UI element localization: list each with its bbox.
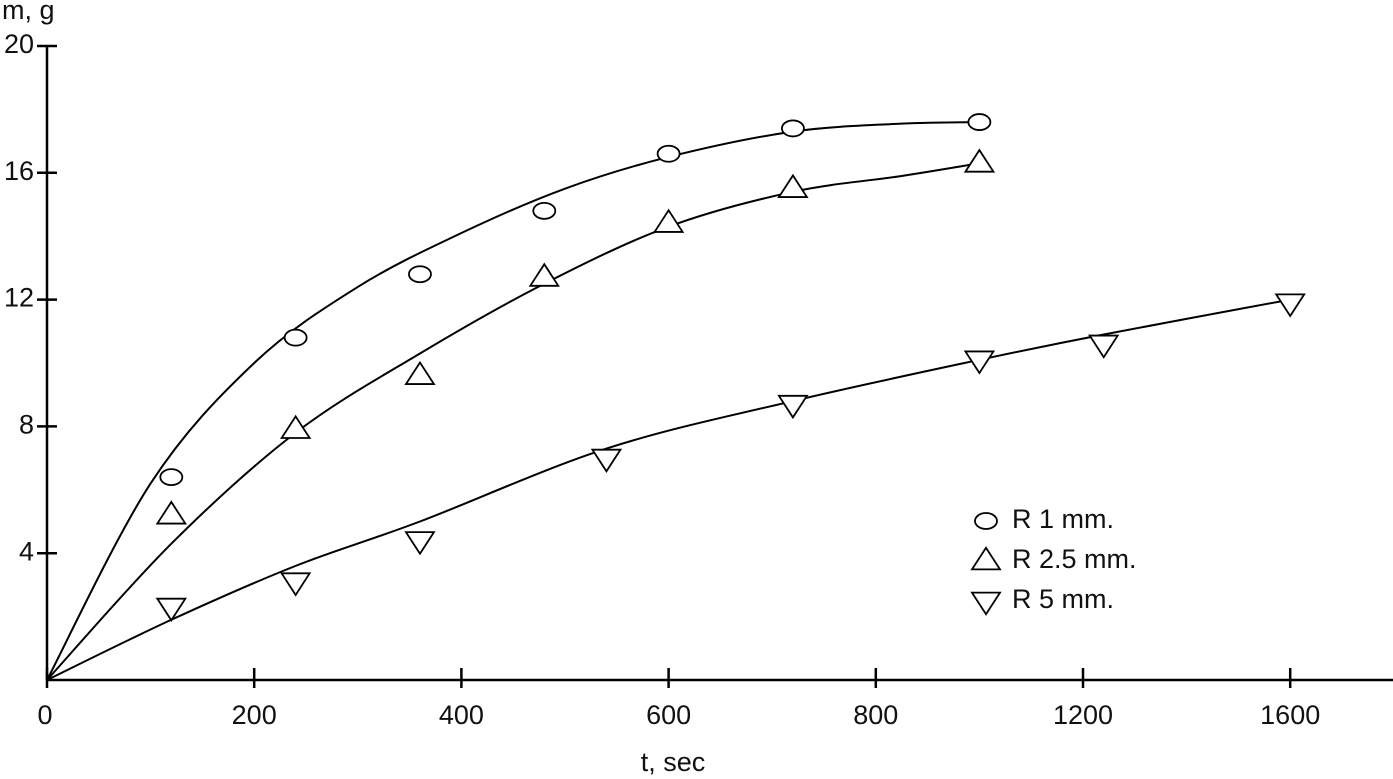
marker — [590, 448, 623, 473]
fit-curve — [46, 162, 980, 681]
marker — [974, 512, 998, 530]
legend-label: R 1 mm. — [1012, 504, 1114, 534]
marker — [1274, 293, 1306, 318]
x-tick-label: 800 — [853, 700, 898, 730]
y-tick-label: 12 — [4, 283, 34, 313]
y-tick-label: 16 — [4, 156, 34, 186]
y-tick-label: 4 — [19, 536, 34, 566]
marker — [408, 265, 432, 284]
marker — [528, 262, 560, 287]
marker — [283, 328, 308, 347]
marker — [155, 500, 187, 525]
marker — [404, 360, 436, 385]
marker — [656, 144, 681, 163]
x-tick-label: 600 — [646, 700, 691, 730]
legend-label: R 5 mm. — [1012, 584, 1114, 614]
y-tick-label: 8 — [19, 410, 34, 440]
marker — [777, 173, 809, 198]
marker — [279, 414, 312, 439]
marker — [963, 148, 996, 173]
marker — [404, 531, 436, 556]
marker — [159, 468, 184, 487]
fit-curve — [46, 121, 980, 681]
marker — [970, 591, 1002, 616]
x-tick-label: 0 — [37, 700, 52, 730]
marker — [532, 201, 557, 220]
marker — [967, 113, 992, 131]
fit-curve — [46, 298, 1291, 681]
x-tick-label: 1200 — [1053, 700, 1113, 730]
y-axis-label: m, g — [2, 0, 55, 25]
marker — [970, 546, 1002, 571]
marker — [781, 119, 805, 138]
x-tick-label: 1600 — [1260, 700, 1320, 730]
y-tick-label: 20 — [4, 29, 34, 59]
marker — [1088, 334, 1120, 359]
x-tick-label: 200 — [232, 700, 277, 730]
marker — [963, 350, 996, 375]
x-tick-label: 400 — [439, 700, 484, 730]
marker — [652, 208, 685, 233]
marker — [279, 572, 312, 597]
marker — [155, 597, 187, 622]
marker — [777, 394, 809, 420]
x-axis-label: t, sec — [641, 747, 706, 777]
legend-label: R 2.5 mm. — [1012, 544, 1137, 574]
